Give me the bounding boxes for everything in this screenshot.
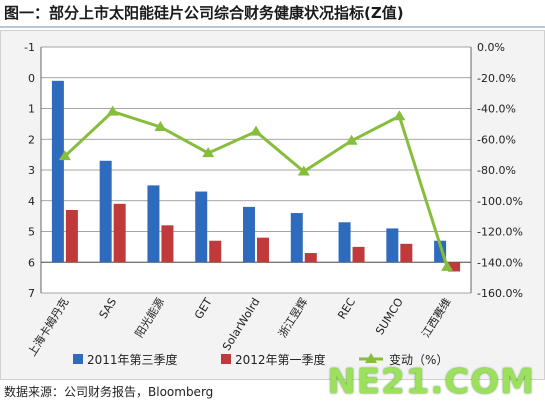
title-divider [0,26,545,28]
bar-2011q3 [195,191,208,263]
category-label: 上海卡姆丹克 [25,295,72,358]
category-label: SUMCO [373,295,406,337]
bar-2012q1 [304,253,317,263]
y-right-tick-label: -40.0% [477,103,516,116]
y-right-tick-label: -80.0% [477,164,516,177]
change-point [154,120,167,131]
y-right-tick-label: -140.0% [477,256,523,269]
bar-2012q1 [161,225,174,263]
bar-2011q3 [338,222,351,263]
bar-2012q1 [113,203,126,263]
change-point [393,110,406,121]
category-label: 浙江昱辉 [276,296,310,340]
change-point [441,260,454,271]
y-left-tick-label: 4 [28,195,35,208]
y-left-tick-label: -1 [24,41,35,54]
ne21-logo: NE21.COM [327,362,535,402]
legend-swatch [221,354,231,364]
change-point [297,165,310,176]
category-label: 阳光能源 [132,295,167,340]
change-point [58,150,71,161]
y-right-tick-label: -20.0% [477,72,516,85]
y-right-tick-label: -160.0% [477,287,523,300]
change-point [106,105,119,116]
change-point [250,125,262,136]
y-left-tick-label: 5 [28,226,35,239]
change-point [345,134,358,145]
y-right-tick-label: -100.0% [477,195,523,208]
category-label: REC [335,295,358,321]
bar-2011q3 [386,228,399,263]
y-left-tick-label: 3 [28,164,35,177]
category-label: SAS [97,296,120,321]
bar-2011q3 [99,160,112,263]
bar-2011q3 [243,206,255,263]
y-left-tick-label: 6 [28,256,35,269]
category-label: 江西赛维 [418,295,453,340]
legend-label: 2011年第三季度 [87,352,178,367]
bar-2012q1 [209,240,222,263]
chart-canvas: -1 0 1 2 3 4 5 6 7 0.0% -20.0% -40.0% -60.0% -80.0% -1… [24,41,523,367]
y-right-tick-label: -120.0% [477,226,523,239]
y-right-tick-label: -60.0% [477,133,516,146]
legend-label: 2012年第一季度 [235,352,326,367]
legend-label: 变动（%） [389,352,448,367]
bar-2012q1 [448,262,461,272]
y-left-tick-label: 1 [28,103,35,116]
bar-2011q3 [51,80,64,263]
chart-frame: -1 0 1 2 3 4 5 6 7 0.0% -20.0% -40.0% -60.0% -80.0% -1… [0,30,545,380]
change-point [202,147,215,158]
bar-2012q1 [400,243,413,263]
category-label: SolarWolrd [220,296,262,353]
y-left-tick-label: 2 [28,133,35,146]
category-label: GET [192,295,215,321]
source-note: 数据来源：公司财务报告，Bloomberg [4,385,214,399]
bar-2012q1 [352,246,365,263]
y-left-tick-label: 7 [28,287,35,300]
bar-2011q3 [147,185,160,263]
chart-title: 图一：部分上市太阳能硅片公司综合财务健康状况指标(Z值) [4,4,404,22]
bar-2012q1 [65,209,78,263]
y-right-tick-label: 0.0% [477,41,505,54]
bar-2012q1 [257,237,269,263]
bar-2011q3 [290,213,303,263]
legend-swatch-marker [365,353,377,363]
y-left-tick-label: 0 [28,72,35,85]
legend-swatch [73,354,83,364]
